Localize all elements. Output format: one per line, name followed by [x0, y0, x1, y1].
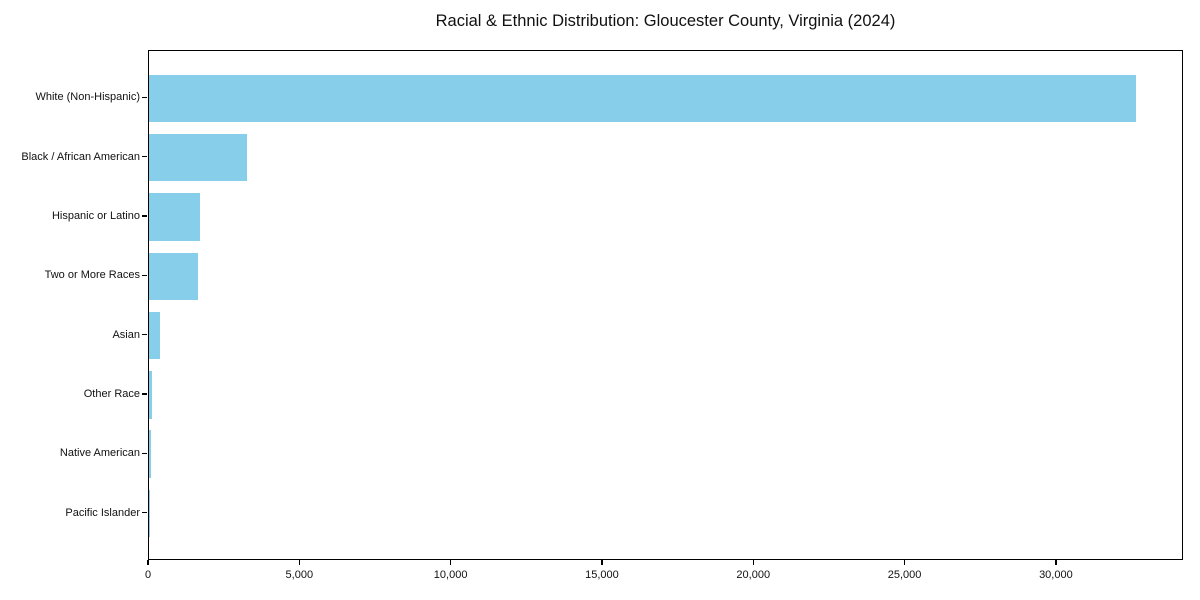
y-tick-label: Asian: [112, 328, 140, 341]
y-tick-mark: [142, 156, 147, 158]
bar-asian: [149, 311, 160, 360]
y-tick-mark: [142, 274, 147, 276]
y-tick-mark: [142, 452, 147, 454]
y-tick-mark: [142, 511, 147, 514]
y-tick-mark: [142, 96, 147, 99]
bar-white-non-hispanic: [149, 74, 1136, 123]
bar-other-race: [149, 371, 153, 419]
bar-hispanic-or-latino: [149, 193, 200, 241]
x-tick-label: 30,000: [1039, 569, 1073, 581]
y-tick-label: White (Non-Hispanic): [35, 91, 140, 104]
x-tick-mark: [903, 560, 906, 565]
y-tick-label: Native American: [59, 447, 140, 460]
x-tick-label: 5,000: [285, 569, 314, 581]
x-tick-mark: [298, 560, 300, 565]
x-tick-label: 25,000: [887, 569, 922, 581]
plot-area: [148, 50, 1183, 560]
y-tick-label: Hispanic or Latino: [51, 210, 140, 222]
bar-black-african-american: [149, 133, 247, 182]
y-tick-label: Black / African American: [21, 150, 140, 163]
bar-native-american: [149, 430, 151, 478]
y-tick-label: Pacific Islander: [65, 506, 140, 519]
y-tick-label: Two or More Races: [44, 269, 140, 282]
x-tick-label: 10,000: [433, 569, 468, 581]
x-tick-label: 15,000: [585, 569, 619, 581]
y-tick-mark: [142, 393, 147, 395]
x-tick-label: 0: [144, 569, 152, 581]
x-tick-mark: [601, 560, 603, 565]
x-tick-label: 20,000: [736, 569, 771, 581]
y-tick-mark: [142, 333, 147, 336]
y-tick-mark: [142, 215, 147, 217]
x-tick-mark: [1055, 560, 1057, 565]
x-tick-mark: [752, 560, 754, 565]
chart-title: Racial & Ethnic Distribution: Gloucester…: [435, 12, 896, 30]
y-tick-label: Other Race: [83, 387, 140, 400]
bar-two-or-more-races: [149, 252, 199, 301]
bar-pacific-islander: [149, 489, 150, 538]
x-tick-mark: [147, 560, 149, 565]
x-tick-mark: [449, 560, 452, 565]
